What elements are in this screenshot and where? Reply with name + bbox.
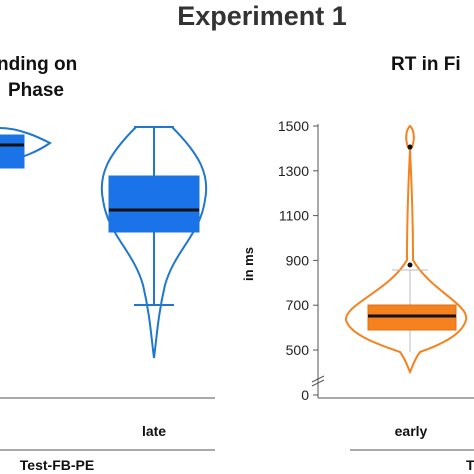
early-violin-body	[345, 149, 468, 375]
left-panel-title-line1: nding on	[0, 54, 77, 75]
axis-break-2	[311, 379, 325, 387]
x-tick-late: late	[142, 423, 166, 439]
figure-title: Experiment 1	[177, 1, 347, 31]
y-tick-label: 1100	[279, 208, 309, 224]
y-tick-label: 1500	[278, 118, 309, 134]
early-outlier-point	[407, 144, 413, 150]
early-mean-point	[407, 262, 413, 268]
left-box-cut	[0, 134, 25, 169]
y-tick-label: 700	[286, 297, 310, 313]
y-axis-label: in ms	[241, 247, 256, 281]
axis-break-1	[311, 375, 325, 383]
y-tick-label: 900	[286, 252, 310, 268]
x-tick-early: early	[395, 423, 428, 439]
late-violin	[100, 126, 208, 359]
right-panel: in ms 0 500 700 900 1100 1300 1500 early T	[241, 118, 474, 473]
right-bottom-label: T	[466, 457, 474, 473]
right-panel-title: RT in Fi	[391, 54, 461, 75]
y-tick-label: 500	[286, 342, 310, 358]
left-panel-title-line2: Phase	[8, 80, 64, 101]
y-tick-label: 0	[301, 387, 309, 403]
left-panel: late Test-FB-PE	[0, 126, 215, 473]
y-ticks: 0 500 700 900 1100 1300 1500	[278, 118, 318, 403]
y-tick-label: 1300	[278, 163, 309, 179]
left-bottom-label: Test-FB-PE	[20, 457, 94, 473]
late-box	[108, 175, 200, 233]
